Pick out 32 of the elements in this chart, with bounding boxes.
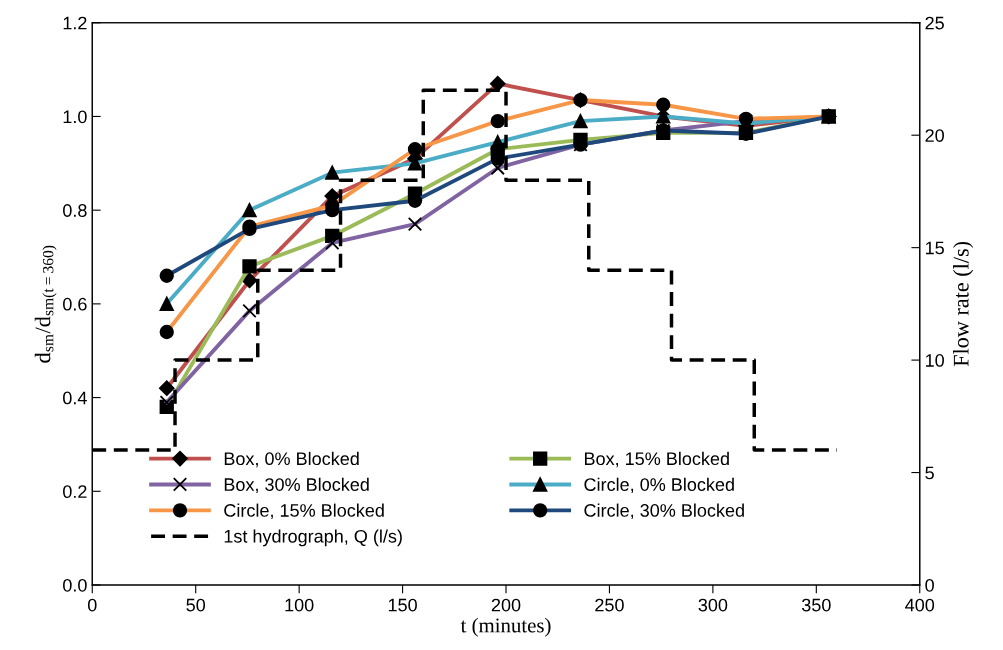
x-tick-label: 350	[801, 598, 831, 612]
x-tick-label: 0	[87, 598, 97, 612]
legend-label: Box, 0% Blocked	[224, 451, 359, 468]
y-tick-label: 1.2	[63, 16, 87, 30]
y-tick-label: 0.0	[63, 578, 87, 592]
y2-tick-label: 0	[925, 578, 934, 592]
legend-label: Box, 15% Blocked	[584, 451, 729, 468]
x-tick-label: 400	[905, 598, 935, 612]
x-axis-title: t (minutes)	[460, 617, 551, 637]
y-tick-label: 1.0	[63, 110, 87, 124]
x-tick-label: 100	[285, 598, 314, 612]
y-tick-label: 0.8	[63, 204, 87, 217]
legend-label: Circle, 0% Blocked	[584, 477, 734, 494]
y2-axis-title: Flow rate (l/s)	[953, 241, 974, 367]
legend-label: 1st hydrograph, Q (l/s)	[224, 529, 402, 547]
y2-tick-label: 10	[925, 354, 944, 367]
y2-tick-label: 25	[925, 16, 944, 30]
x-tick-label: 250	[595, 598, 624, 612]
x-tick-label: 50	[186, 598, 206, 612]
y-tick-label: 0.6	[63, 297, 87, 311]
legend-label: Circle, 30% Blocked	[584, 503, 744, 519]
legend-label: Box, 30% Blocked	[224, 477, 369, 494]
y2-tick-label: 20	[925, 129, 944, 142]
legend-label: Circle, 15% Blocked	[224, 503, 384, 519]
x-tick-label: 300	[698, 598, 728, 612]
y2-tick-label: 15	[925, 241, 944, 255]
y2-tick-label: 5	[925, 466, 934, 480]
y-tick-label: 0.4	[63, 391, 87, 405]
y-axis-title: d$_{sm}$/d$_{sm(t=360)}$	[34, 245, 57, 363]
x-tick-label: 150	[388, 598, 417, 612]
x-tick-label: 200	[491, 598, 521, 612]
y-tick-label: 0.2	[63, 485, 87, 499]
